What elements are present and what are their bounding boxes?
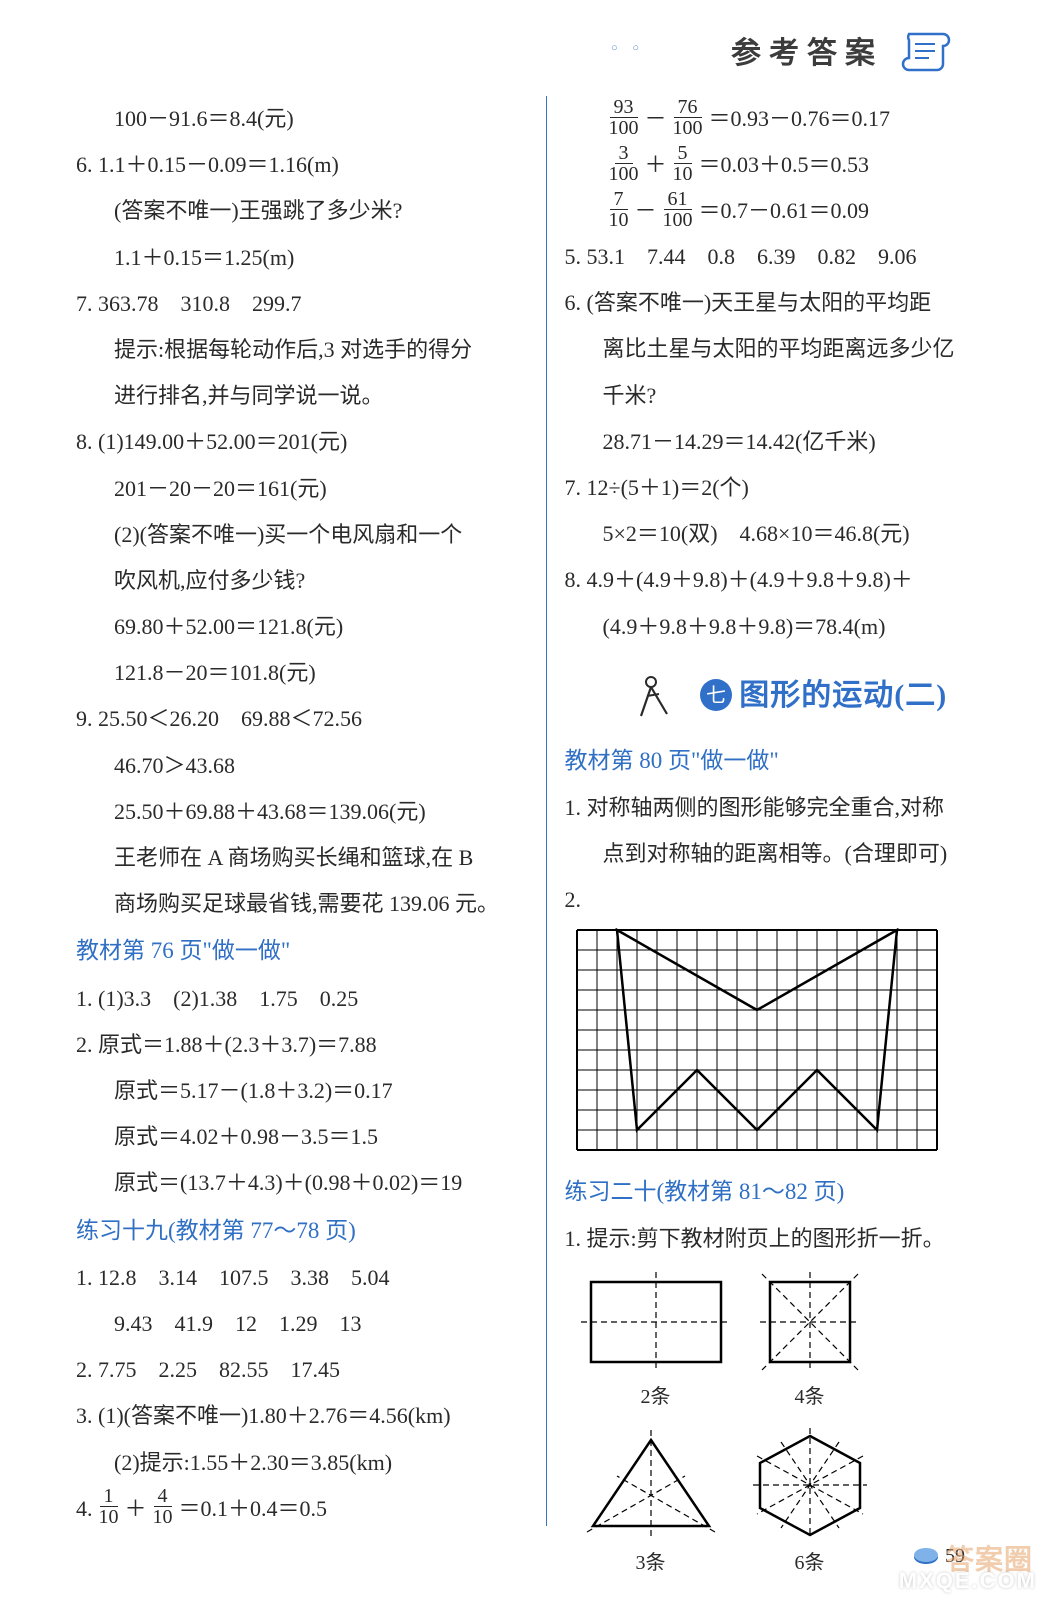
page-header: ○ ○ 参考答案: [731, 28, 955, 72]
shape-hexagon: 6条: [745, 1428, 875, 1584]
text-line: 46.70＞43.68: [76, 743, 528, 789]
text-line: 6. (答案不唯一)天王星与太阳的平均距: [565, 280, 1017, 326]
text-line: 28.71－14.29＝14.42(亿千米): [565, 419, 1017, 465]
text-line: 9. 25.50＜26.20 69.88＜72.56: [76, 696, 528, 742]
section-heading: 教材第 80 页"做一做": [565, 737, 1017, 785]
text-line: 千米?: [565, 373, 1017, 419]
text-line: (2)提示:1.55＋2.30＝3.85(km): [76, 1440, 528, 1486]
section-heading: 练习十九(教材第 77～78 页): [76, 1207, 528, 1255]
text-line: 7. 12÷(5＋1)＝2(个): [565, 465, 1017, 511]
text-line: 王老师在 A 商场购买长绳和篮球,在 B: [76, 835, 528, 881]
text-line: 1. (1)3.3 (2)1.38 1.75 0.25: [76, 976, 528, 1022]
header-dots: ○ ○: [611, 42, 645, 54]
shape-label: 4条: [795, 1386, 825, 1408]
compass-icon: [633, 670, 693, 720]
text-line: 1. 对称轴两侧的图形能够完全重合,对称: [565, 785, 1017, 831]
text-line: 3. (1)(答案不唯一)1.80＋2.76＝4.56(km): [76, 1393, 528, 1439]
text-line: 7. 363.78 310.8 299.7: [76, 281, 528, 327]
shapes-row-1: 2条 4条: [581, 1272, 1017, 1418]
chapter-title: 图形的运动(二): [739, 664, 947, 727]
text-line: 1. 提示:剪下教材附页上的图形折一折。: [565, 1216, 1017, 1262]
text-line: 原式＝5.17－(1.8＋3.2)＝0.17: [76, 1068, 528, 1114]
page-badge-icon: [913, 1547, 939, 1567]
text-line: 25.50＋69.88＋43.68＝139.06(元): [76, 789, 528, 835]
watermark-url: MXQE.COM: [899, 1568, 1037, 1594]
text-line: 2.: [565, 877, 1017, 923]
text-line: 100－91.6＝8.4(元): [76, 96, 528, 142]
text-line: (4.9＋9.8＋9.8＋9.8)＝78.4(m): [565, 604, 1017, 650]
shape-label: 6条: [795, 1552, 825, 1574]
shape-square: 4条: [755, 1272, 865, 1418]
text-line: 点到对称轴的距离相等。(合理即可): [565, 831, 1017, 877]
fraction-line: 93100 － 76100 ＝0.93－0.76＝0.17: [565, 96, 1017, 142]
right-column: 93100 － 76100 ＝0.93－0.76＝0.17 3100 ＋ 510…: [546, 96, 1017, 1526]
text-line: 原式＝4.02＋0.98－3.5＝1.5: [76, 1114, 528, 1160]
left-column: 100－91.6＝8.4(元) 6. 1.1＋0.15－0.09＝1.16(m)…: [76, 96, 546, 1526]
header-title: 参考答案: [731, 28, 883, 72]
svg-text:七: 七: [706, 684, 726, 707]
chapter-number-badge: 七: [699, 678, 733, 712]
text-line: 2. 原式＝1.88＋(2.3＋3.7)＝7.88: [76, 1022, 528, 1068]
section-heading: 练习二十(教材第 81～82 页): [565, 1168, 1017, 1216]
symmetry-grid-figure: [575, 928, 939, 1152]
fraction-line: 710 － 61100 ＝0.7－0.61＝0.09: [565, 188, 1017, 234]
text-line: 进行排名,并与同学说一说。: [76, 373, 528, 419]
text-line: 离比土星与太阳的平均距离远多少亿: [565, 326, 1017, 372]
fraction-line: 3100 ＋ 510 ＝0.03＋0.5＝0.53: [565, 142, 1017, 188]
fraction: 1 10: [95, 1486, 123, 1527]
text-line: 9.43 41.9 12 1.29 13: [76, 1301, 528, 1347]
text-line: 提示:根据每轮动作后,3 对选手的得分: [76, 327, 528, 373]
text-line: 121.8－20＝101.8(元): [76, 650, 528, 696]
shape-triangle: 3条: [581, 1428, 721, 1584]
text-line: 5×2＝10(双) 4.68×10＝46.8(元): [565, 511, 1017, 557]
text-line: 8. 4.9＋(4.9＋9.8)＋(4.9＋9.8＋9.8)＋: [565, 557, 1017, 603]
text-line: 5. 53.1 7.44 0.8 6.39 0.82 9.06: [565, 234, 1017, 280]
shape-rectangle: 2条: [581, 1272, 731, 1418]
scroll-icon: [899, 28, 955, 72]
text-line: 8. (1)149.00＋52.00＝201(元): [76, 419, 528, 465]
text-line: 1. 12.8 3.14 107.5 3.38 5.04: [76, 1255, 528, 1301]
text-line: 6. 1.1＋0.15－0.09＝1.16(m): [76, 142, 528, 188]
fraction-line: 4. 1 10 ＋ 4 10 ＝0.1＋0.4＝0.5: [76, 1486, 528, 1532]
text-line: 2. 7.75 2.25 82.55 17.45: [76, 1347, 528, 1393]
content-columns: 100－91.6＝8.4(元) 6. 1.1＋0.15－0.09＝1.16(m)…: [76, 96, 1016, 1526]
shape-label: 3条: [636, 1552, 666, 1574]
text-line: 69.80＋52.00＝121.8(元): [76, 604, 528, 650]
text-line: 商场购买足球最省钱,需要花 139.06 元。: [76, 881, 528, 927]
text-line: 原式＝(13.7＋4.3)＋(0.98＋0.02)＝19: [76, 1160, 528, 1206]
chapter-heading: 七 图形的运动(二): [565, 664, 1017, 727]
text-line: (2)(答案不唯一)买一个电风扇和一个: [76, 512, 528, 558]
text-line: 201－20－20＝161(元): [76, 466, 528, 512]
q4-prefix: 4.: [76, 1486, 93, 1532]
text-line: 1.1＋0.15＝1.25(m): [76, 235, 528, 281]
text-line: 吹风机,应付多少钱?: [76, 558, 528, 604]
text-line: (答案不唯一)王强跳了多少米?: [76, 188, 528, 234]
shape-label: 2条: [641, 1386, 671, 1408]
fraction: 4 10: [149, 1486, 177, 1527]
section-heading: 教材第 76 页"做一做": [76, 927, 528, 975]
